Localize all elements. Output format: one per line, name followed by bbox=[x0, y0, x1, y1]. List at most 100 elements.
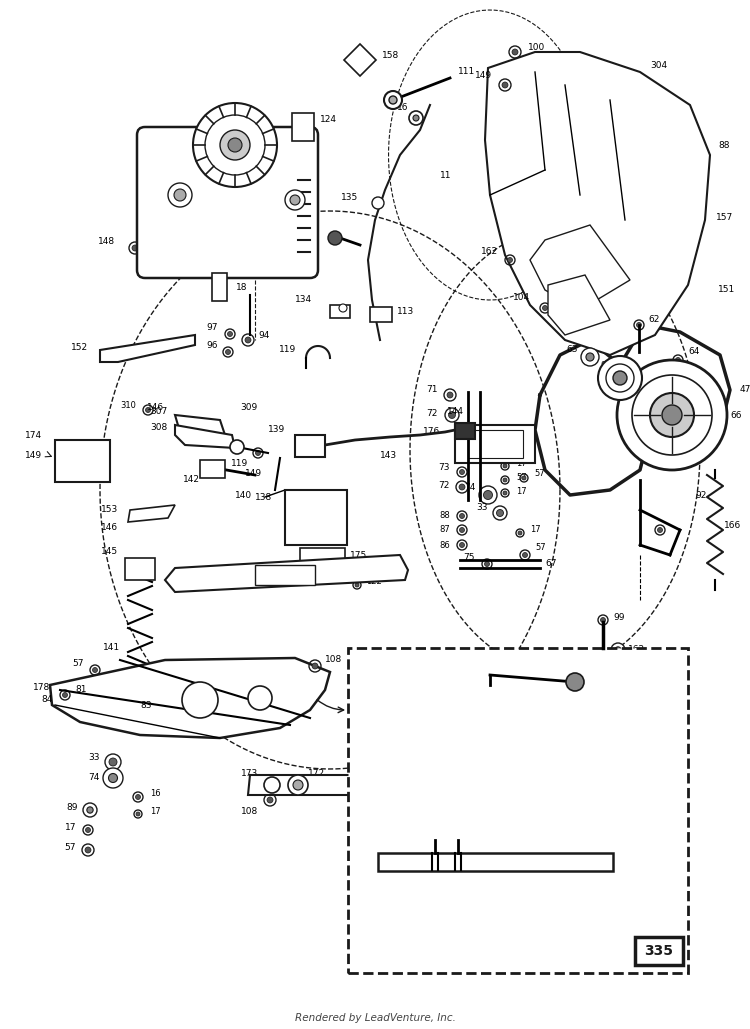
Bar bbox=[212, 273, 227, 301]
Text: 76: 76 bbox=[220, 577, 232, 587]
Circle shape bbox=[676, 357, 680, 362]
Text: 162: 162 bbox=[628, 645, 645, 654]
Circle shape bbox=[205, 115, 265, 175]
Circle shape bbox=[230, 440, 244, 454]
Text: 16: 16 bbox=[397, 103, 408, 111]
Circle shape bbox=[384, 91, 402, 109]
Text: 17: 17 bbox=[150, 807, 160, 816]
Circle shape bbox=[228, 138, 242, 152]
Text: 148: 148 bbox=[98, 238, 115, 247]
Text: 57: 57 bbox=[516, 473, 526, 483]
Circle shape bbox=[328, 230, 342, 245]
Text: 62: 62 bbox=[648, 316, 659, 324]
Text: 310: 310 bbox=[120, 400, 136, 410]
Text: 158: 158 bbox=[382, 50, 399, 60]
Text: 108: 108 bbox=[325, 655, 342, 665]
Text: 317: 317 bbox=[572, 668, 588, 676]
Circle shape bbox=[508, 257, 512, 262]
Circle shape bbox=[256, 451, 260, 456]
Circle shape bbox=[132, 245, 138, 251]
Text: 175: 175 bbox=[350, 552, 368, 561]
Text: 64: 64 bbox=[688, 348, 699, 356]
Text: 79: 79 bbox=[452, 914, 464, 923]
Text: 143: 143 bbox=[380, 451, 398, 460]
Circle shape bbox=[136, 812, 140, 816]
Circle shape bbox=[220, 130, 250, 159]
Circle shape bbox=[460, 513, 464, 519]
Polygon shape bbox=[548, 275, 610, 335]
Circle shape bbox=[460, 469, 464, 474]
Text: 94: 94 bbox=[258, 330, 269, 340]
Text: 17: 17 bbox=[530, 526, 541, 534]
Circle shape bbox=[409, 111, 423, 125]
Circle shape bbox=[460, 528, 464, 532]
Circle shape bbox=[339, 304, 347, 312]
Text: 176: 176 bbox=[423, 427, 440, 436]
Circle shape bbox=[448, 412, 455, 419]
Text: 166: 166 bbox=[724, 521, 741, 530]
Text: 119: 119 bbox=[231, 459, 248, 467]
Bar bbox=[255, 565, 315, 586]
Circle shape bbox=[193, 103, 277, 187]
Text: 63: 63 bbox=[566, 346, 578, 355]
Text: 92: 92 bbox=[695, 491, 706, 499]
Circle shape bbox=[86, 827, 91, 832]
Circle shape bbox=[455, 836, 460, 841]
Text: Rendered by LeadVenture, Inc.: Rendered by LeadVenture, Inc. bbox=[295, 1013, 455, 1023]
Text: 57: 57 bbox=[535, 543, 545, 553]
Circle shape bbox=[336, 574, 340, 578]
Circle shape bbox=[637, 322, 641, 327]
Text: 72: 72 bbox=[439, 481, 450, 490]
Circle shape bbox=[553, 313, 557, 317]
Text: 308: 308 bbox=[151, 424, 168, 432]
Polygon shape bbox=[530, 225, 630, 310]
Circle shape bbox=[334, 554, 337, 557]
Text: 73: 73 bbox=[439, 462, 450, 471]
Circle shape bbox=[566, 673, 584, 691]
Text: 173: 173 bbox=[241, 769, 258, 778]
Circle shape bbox=[615, 647, 621, 653]
Text: 172: 172 bbox=[308, 769, 326, 778]
Text: 113: 113 bbox=[397, 308, 414, 317]
Text: 140: 140 bbox=[235, 491, 252, 499]
Circle shape bbox=[675, 371, 680, 377]
Text: 152: 152 bbox=[70, 344, 88, 353]
Circle shape bbox=[312, 663, 318, 669]
Circle shape bbox=[523, 553, 527, 558]
Circle shape bbox=[288, 775, 308, 795]
Bar bbox=[285, 490, 347, 545]
Text: 33: 33 bbox=[476, 503, 488, 512]
Circle shape bbox=[146, 407, 151, 413]
Text: 138: 138 bbox=[255, 494, 272, 502]
Text: 47: 47 bbox=[740, 386, 750, 394]
Polygon shape bbox=[175, 415, 225, 435]
Circle shape bbox=[598, 356, 642, 400]
Circle shape bbox=[479, 486, 497, 504]
Text: 77: 77 bbox=[588, 673, 599, 681]
Text: 65: 65 bbox=[688, 367, 700, 377]
Text: 145: 145 bbox=[100, 547, 118, 557]
Text: 16: 16 bbox=[516, 443, 526, 453]
Circle shape bbox=[170, 181, 174, 185]
Circle shape bbox=[167, 163, 172, 168]
Text: 307: 307 bbox=[151, 407, 168, 417]
Text: 75: 75 bbox=[464, 554, 475, 563]
Circle shape bbox=[372, 197, 384, 209]
Circle shape bbox=[459, 484, 465, 490]
Circle shape bbox=[83, 803, 97, 817]
Text: 97: 97 bbox=[206, 323, 218, 332]
Bar bbox=[300, 548, 345, 570]
Text: 151: 151 bbox=[718, 285, 735, 294]
Circle shape bbox=[447, 392, 453, 398]
Text: 91: 91 bbox=[601, 361, 612, 370]
Bar bbox=[455, 425, 535, 463]
Circle shape bbox=[182, 682, 218, 718]
Text: 304: 304 bbox=[650, 61, 668, 70]
Text: 141: 141 bbox=[103, 643, 120, 652]
Text: 134: 134 bbox=[295, 295, 312, 305]
Circle shape bbox=[512, 49, 518, 55]
Circle shape bbox=[62, 693, 68, 698]
Bar bbox=[292, 113, 314, 141]
Circle shape bbox=[611, 643, 625, 657]
Text: 16: 16 bbox=[140, 153, 152, 163]
